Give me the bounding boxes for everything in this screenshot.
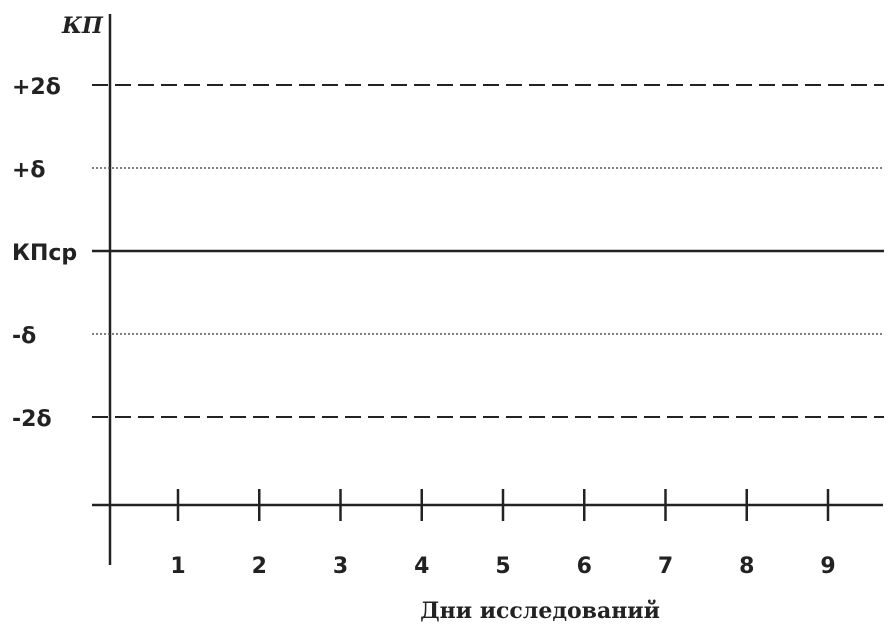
x-tick-label-3: 3 [333, 554, 348, 579]
x-axis-title: Дни исследований [420, 598, 660, 624]
level-label-3: -δ [12, 324, 36, 349]
x-tick-label-1: 1 [170, 554, 185, 579]
level-label-0: +2δ [12, 75, 61, 100]
x-tick-label-7: 7 [658, 554, 673, 579]
x-tick-label-4: 4 [414, 554, 429, 579]
x-tick-label-5: 5 [495, 554, 510, 579]
x-axis-ticks: 1 2 3 4 5 6 7 8 9 [170, 489, 836, 579]
x-tick-label-9: 9 [820, 554, 835, 579]
level-label-4: -2δ [12, 407, 52, 432]
x-tick-label-2: 2 [252, 554, 267, 579]
x-tick-label-6: 6 [577, 554, 592, 579]
level-label-1: +δ [12, 158, 46, 183]
y-axis-title: КП [61, 13, 104, 39]
x-tick-label-8: 8 [739, 554, 754, 579]
control-limit-lines: +2δ +δ КПср -δ -2δ [12, 75, 884, 432]
level-label-2: КПср [12, 241, 77, 266]
